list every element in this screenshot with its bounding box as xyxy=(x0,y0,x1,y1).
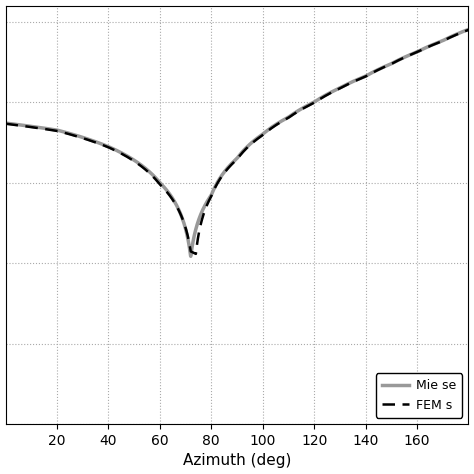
FEM s xyxy=(201,212,206,218)
Mie se xyxy=(55,128,61,133)
Mie se xyxy=(456,30,462,36)
FEM s xyxy=(465,27,471,33)
Mie se xyxy=(407,52,412,58)
Mie se xyxy=(180,218,186,223)
FEM s xyxy=(55,128,61,134)
Mie se xyxy=(201,206,206,211)
FEM s xyxy=(83,136,89,142)
FEM s xyxy=(456,30,462,36)
Mie se xyxy=(83,136,89,141)
FEM s xyxy=(407,52,412,58)
Line: Mie se: Mie se xyxy=(6,29,468,256)
Line: FEM s: FEM s xyxy=(6,30,468,254)
Legend: Mie se, FEM s: Mie se, FEM s xyxy=(376,373,462,418)
X-axis label: Azimuth (deg): Azimuth (deg) xyxy=(183,454,291,468)
FEM s xyxy=(193,251,199,257)
Mie se xyxy=(465,27,471,32)
Mie se xyxy=(3,120,9,126)
FEM s xyxy=(3,121,9,127)
Mie se xyxy=(188,254,193,259)
FEM s xyxy=(180,218,186,223)
